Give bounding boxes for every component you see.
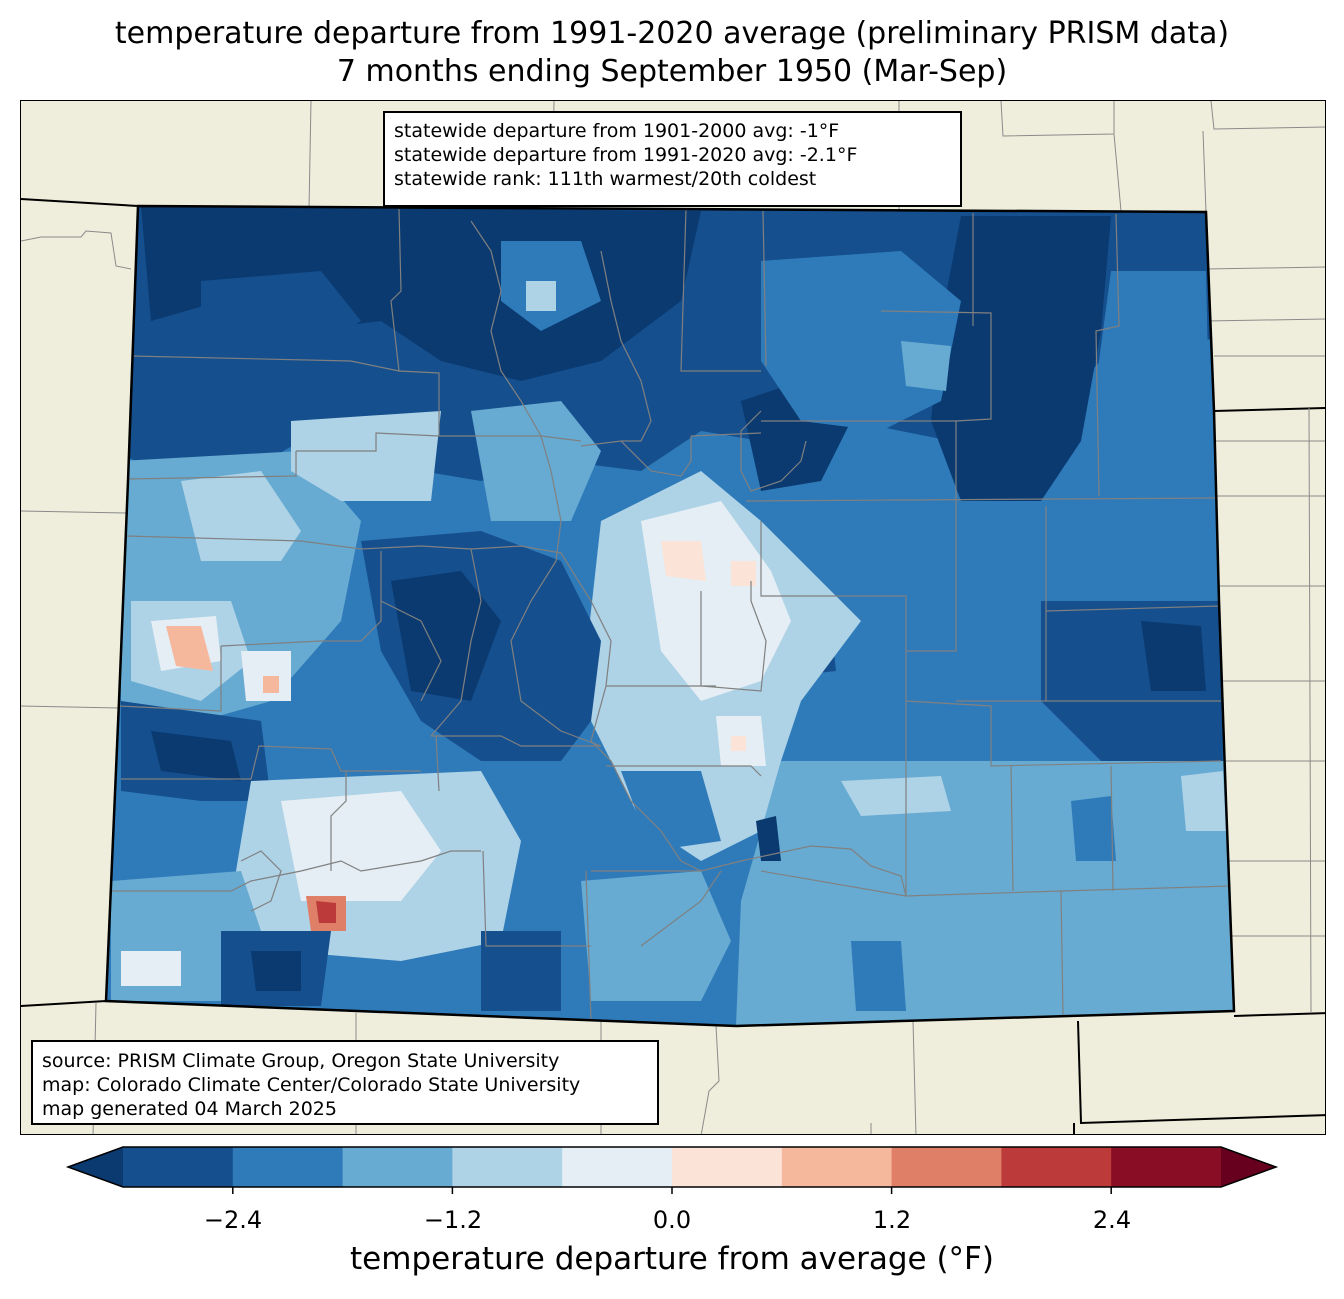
colorbar-bin [1001, 1147, 1112, 1187]
source-box: source: PRISM Climate Group, Oregon Stat… [31, 1040, 659, 1125]
colorbar-bin [672, 1147, 783, 1187]
stats-line-rank: statewide rank: 111th warmest/20th colde… [394, 168, 817, 190]
map-frame [20, 100, 1326, 1135]
colorbar-bin [1111, 1147, 1222, 1187]
colorado-border [104, 204, 1236, 1028]
map-title-line1: temperature departure from 1991-2020 ave… [114, 16, 1230, 51]
map-canvas [21, 101, 1325, 1134]
colorbar-outline [65, 1146, 1279, 1188]
colorbar-bin [232, 1147, 344, 1187]
source-line-map: map: Colorado Climate Center/Colorado St… [42, 1074, 581, 1096]
colorbar-tick-label: 0.0 [652, 1206, 692, 1234]
source-line-prism: source: PRISM Climate Group, Oregon Stat… [42, 1050, 560, 1072]
stats-line-1901-2000: statewide departure from 1901-2000 avg: … [394, 120, 840, 142]
colorbar-label: temperature departure from average (°F) [350, 1241, 994, 1277]
temperature-field [106, 206, 1234, 1026]
colorbar-bin [452, 1147, 563, 1187]
county-boundaries [109, 208, 1232, 1022]
colorbar-bin [342, 1147, 453, 1187]
map-title-line2: 7 months ending September 1950 (Mar-Sep) [336, 54, 1008, 89]
neighbor-state-borders [21, 198, 1325, 1134]
colorbar-extend-low [68, 1147, 123, 1187]
colorbar-bin [891, 1147, 1002, 1187]
colorbar-bin [123, 1147, 234, 1187]
colorbar-tick-label: 2.4 [1092, 1206, 1132, 1234]
stats-line-1991-2020: statewide departure from 1991-2020 avg: … [394, 144, 858, 166]
colorbar-bin [781, 1147, 893, 1187]
statewide-stats-box: statewide departure from 1901-2000 avg: … [383, 111, 962, 207]
colorbar [65, 1146, 1279, 1194]
colorbar-extend-high [1221, 1147, 1276, 1187]
colorbar-bin [562, 1147, 673, 1187]
colorbar-tick-label: 1.2 [872, 1206, 912, 1234]
colorbar-tick-label: −2.4 [203, 1206, 263, 1234]
colorbar-tick-label: −1.2 [423, 1206, 483, 1234]
source-line-generated: map generated 04 March 2025 [42, 1098, 337, 1120]
